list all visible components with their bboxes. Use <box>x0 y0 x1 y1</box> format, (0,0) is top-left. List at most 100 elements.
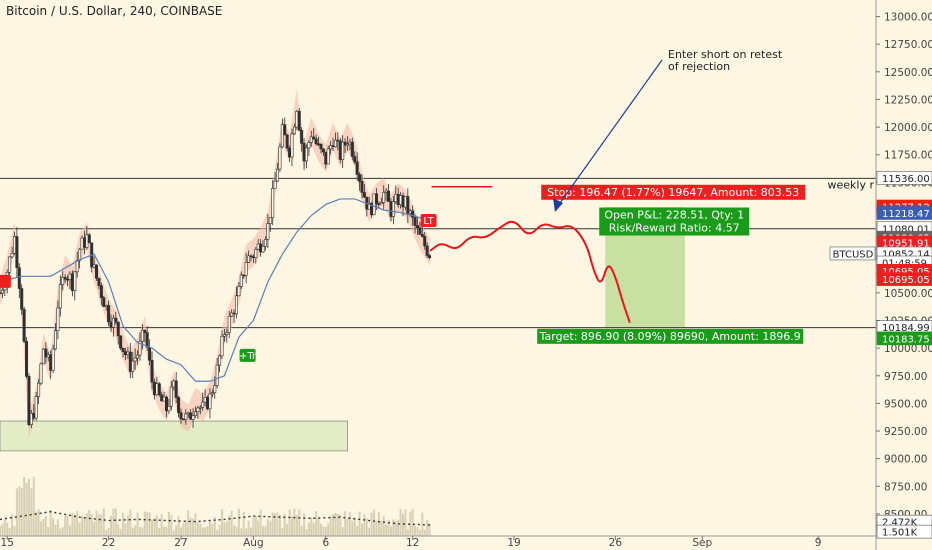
volume-bar-172 <box>414 526 417 536</box>
volume-bar-80 <box>192 518 195 536</box>
candle-body-166 <box>399 195 403 205</box>
volume-bar-68 <box>163 526 166 536</box>
volume-bar-29 <box>68 525 71 536</box>
candle-body-136 <box>326 148 330 165</box>
volume-bar-152 <box>365 518 368 536</box>
volume-bar-128 <box>307 522 310 536</box>
candle-body-110 <box>263 239 267 247</box>
candle-body-98 <box>234 295 238 315</box>
candle-body-77 <box>184 413 188 420</box>
volume-bar-141 <box>339 514 342 536</box>
volume-bar-103 <box>247 520 250 536</box>
x-tick-label-8: Sep <box>692 537 712 549</box>
volume-bar-133 <box>319 523 322 536</box>
candle-body-89 <box>213 385 217 393</box>
x-tick-label-1: 22 <box>102 537 115 549</box>
candle-body-65 <box>155 383 159 396</box>
volume-bar-157 <box>377 511 380 536</box>
volume-bar-27 <box>64 515 67 536</box>
entry-note-line-1: Enter short on retest <box>668 48 783 61</box>
candle-body-172 <box>413 217 417 226</box>
candle-body-139 <box>333 139 337 147</box>
candle-body-123 <box>295 110 299 128</box>
candle-body-95 <box>227 315 231 333</box>
volume-bar-160 <box>385 524 388 536</box>
candle-body-9 <box>20 288 24 310</box>
volume-bar-38 <box>90 514 93 536</box>
candle-body-117 <box>280 124 284 148</box>
volume-bar-120 <box>288 509 291 536</box>
volume-bar-65 <box>155 515 158 536</box>
candle-body-105 <box>251 256 255 258</box>
volume-bar-69 <box>165 527 168 536</box>
candle-body-82 <box>196 407 200 413</box>
volume-bar-70 <box>167 512 170 536</box>
candle-body-132 <box>317 143 321 146</box>
reward-zone <box>605 228 685 328</box>
candle-body-81 <box>193 411 197 416</box>
volume-bar-5 <box>11 514 14 536</box>
volume-bar-173 <box>416 527 419 536</box>
volume-bar-19 <box>44 516 47 536</box>
volume-bar-92 <box>221 509 224 536</box>
volume-bar-42 <box>100 514 103 536</box>
candle-body-55 <box>131 360 135 372</box>
volume-bar-135 <box>324 526 327 536</box>
candle-body-50 <box>119 335 123 349</box>
volume-bar-35 <box>83 517 86 536</box>
volume-bar-88 <box>211 524 214 536</box>
candle-body-52 <box>123 351 127 356</box>
volume-bar-106 <box>254 515 257 536</box>
volume-bar-125 <box>300 525 303 536</box>
signal-marker-0 <box>420 214 437 228</box>
candle-body-63 <box>150 359 154 383</box>
candle-body-121 <box>290 133 294 158</box>
volume-bar-17 <box>40 521 43 536</box>
entry-arrow-head <box>553 198 563 212</box>
volume-bar-51 <box>122 512 125 536</box>
candle-body-29 <box>68 273 72 280</box>
candle-body-7 <box>15 236 19 268</box>
volume-bar-24 <box>56 519 59 536</box>
volume-bar-83 <box>199 523 202 536</box>
candle-body-62 <box>148 346 152 361</box>
volume-bar-121 <box>291 515 293 536</box>
volume-bar-76 <box>182 523 185 536</box>
volume-bar-123 <box>295 515 298 536</box>
signal-marker-1 <box>239 348 256 362</box>
volume-bar-79 <box>189 517 192 536</box>
price-tag-label-0: 11536.00 <box>882 174 930 185</box>
volume-bar-0 <box>0 526 1 536</box>
volume-bar-11 <box>25 482 28 536</box>
volume-bar-73 <box>175 525 178 536</box>
candle-body-71 <box>169 386 173 407</box>
volume-bar-130 <box>312 522 315 536</box>
volume-bar-166 <box>399 509 402 536</box>
volume-bar-90 <box>216 529 219 536</box>
volume-bar-147 <box>353 517 356 536</box>
candle-body-35 <box>82 237 86 248</box>
volume-bar-146 <box>351 520 354 536</box>
candle-body-17 <box>39 363 43 384</box>
volume-bar-139 <box>334 513 337 536</box>
volume-bar-8 <box>18 486 21 536</box>
candle-body-90 <box>215 364 219 386</box>
y-tick-label-15: 12250.00 <box>884 94 932 106</box>
y-tick-label-2: 9000.00 <box>884 454 927 466</box>
volume-bar-44 <box>105 529 108 536</box>
volume-bar-49 <box>117 524 120 536</box>
candle-body-91 <box>218 355 222 366</box>
volume-bar-162 <box>389 526 392 536</box>
volume-bar-14 <box>32 476 35 536</box>
candle-body-83 <box>198 406 202 409</box>
candle-body-162 <box>389 201 393 217</box>
candle-body-108 <box>259 243 263 253</box>
price-band <box>0 89 431 438</box>
candle-body-48 <box>114 317 118 323</box>
x-tick-label-3: Aug <box>243 537 264 549</box>
volume-bar-148 <box>356 525 359 536</box>
candle-body-24 <box>56 307 60 331</box>
volume-bar-149 <box>358 511 361 536</box>
volume-bar-74 <box>177 516 180 536</box>
